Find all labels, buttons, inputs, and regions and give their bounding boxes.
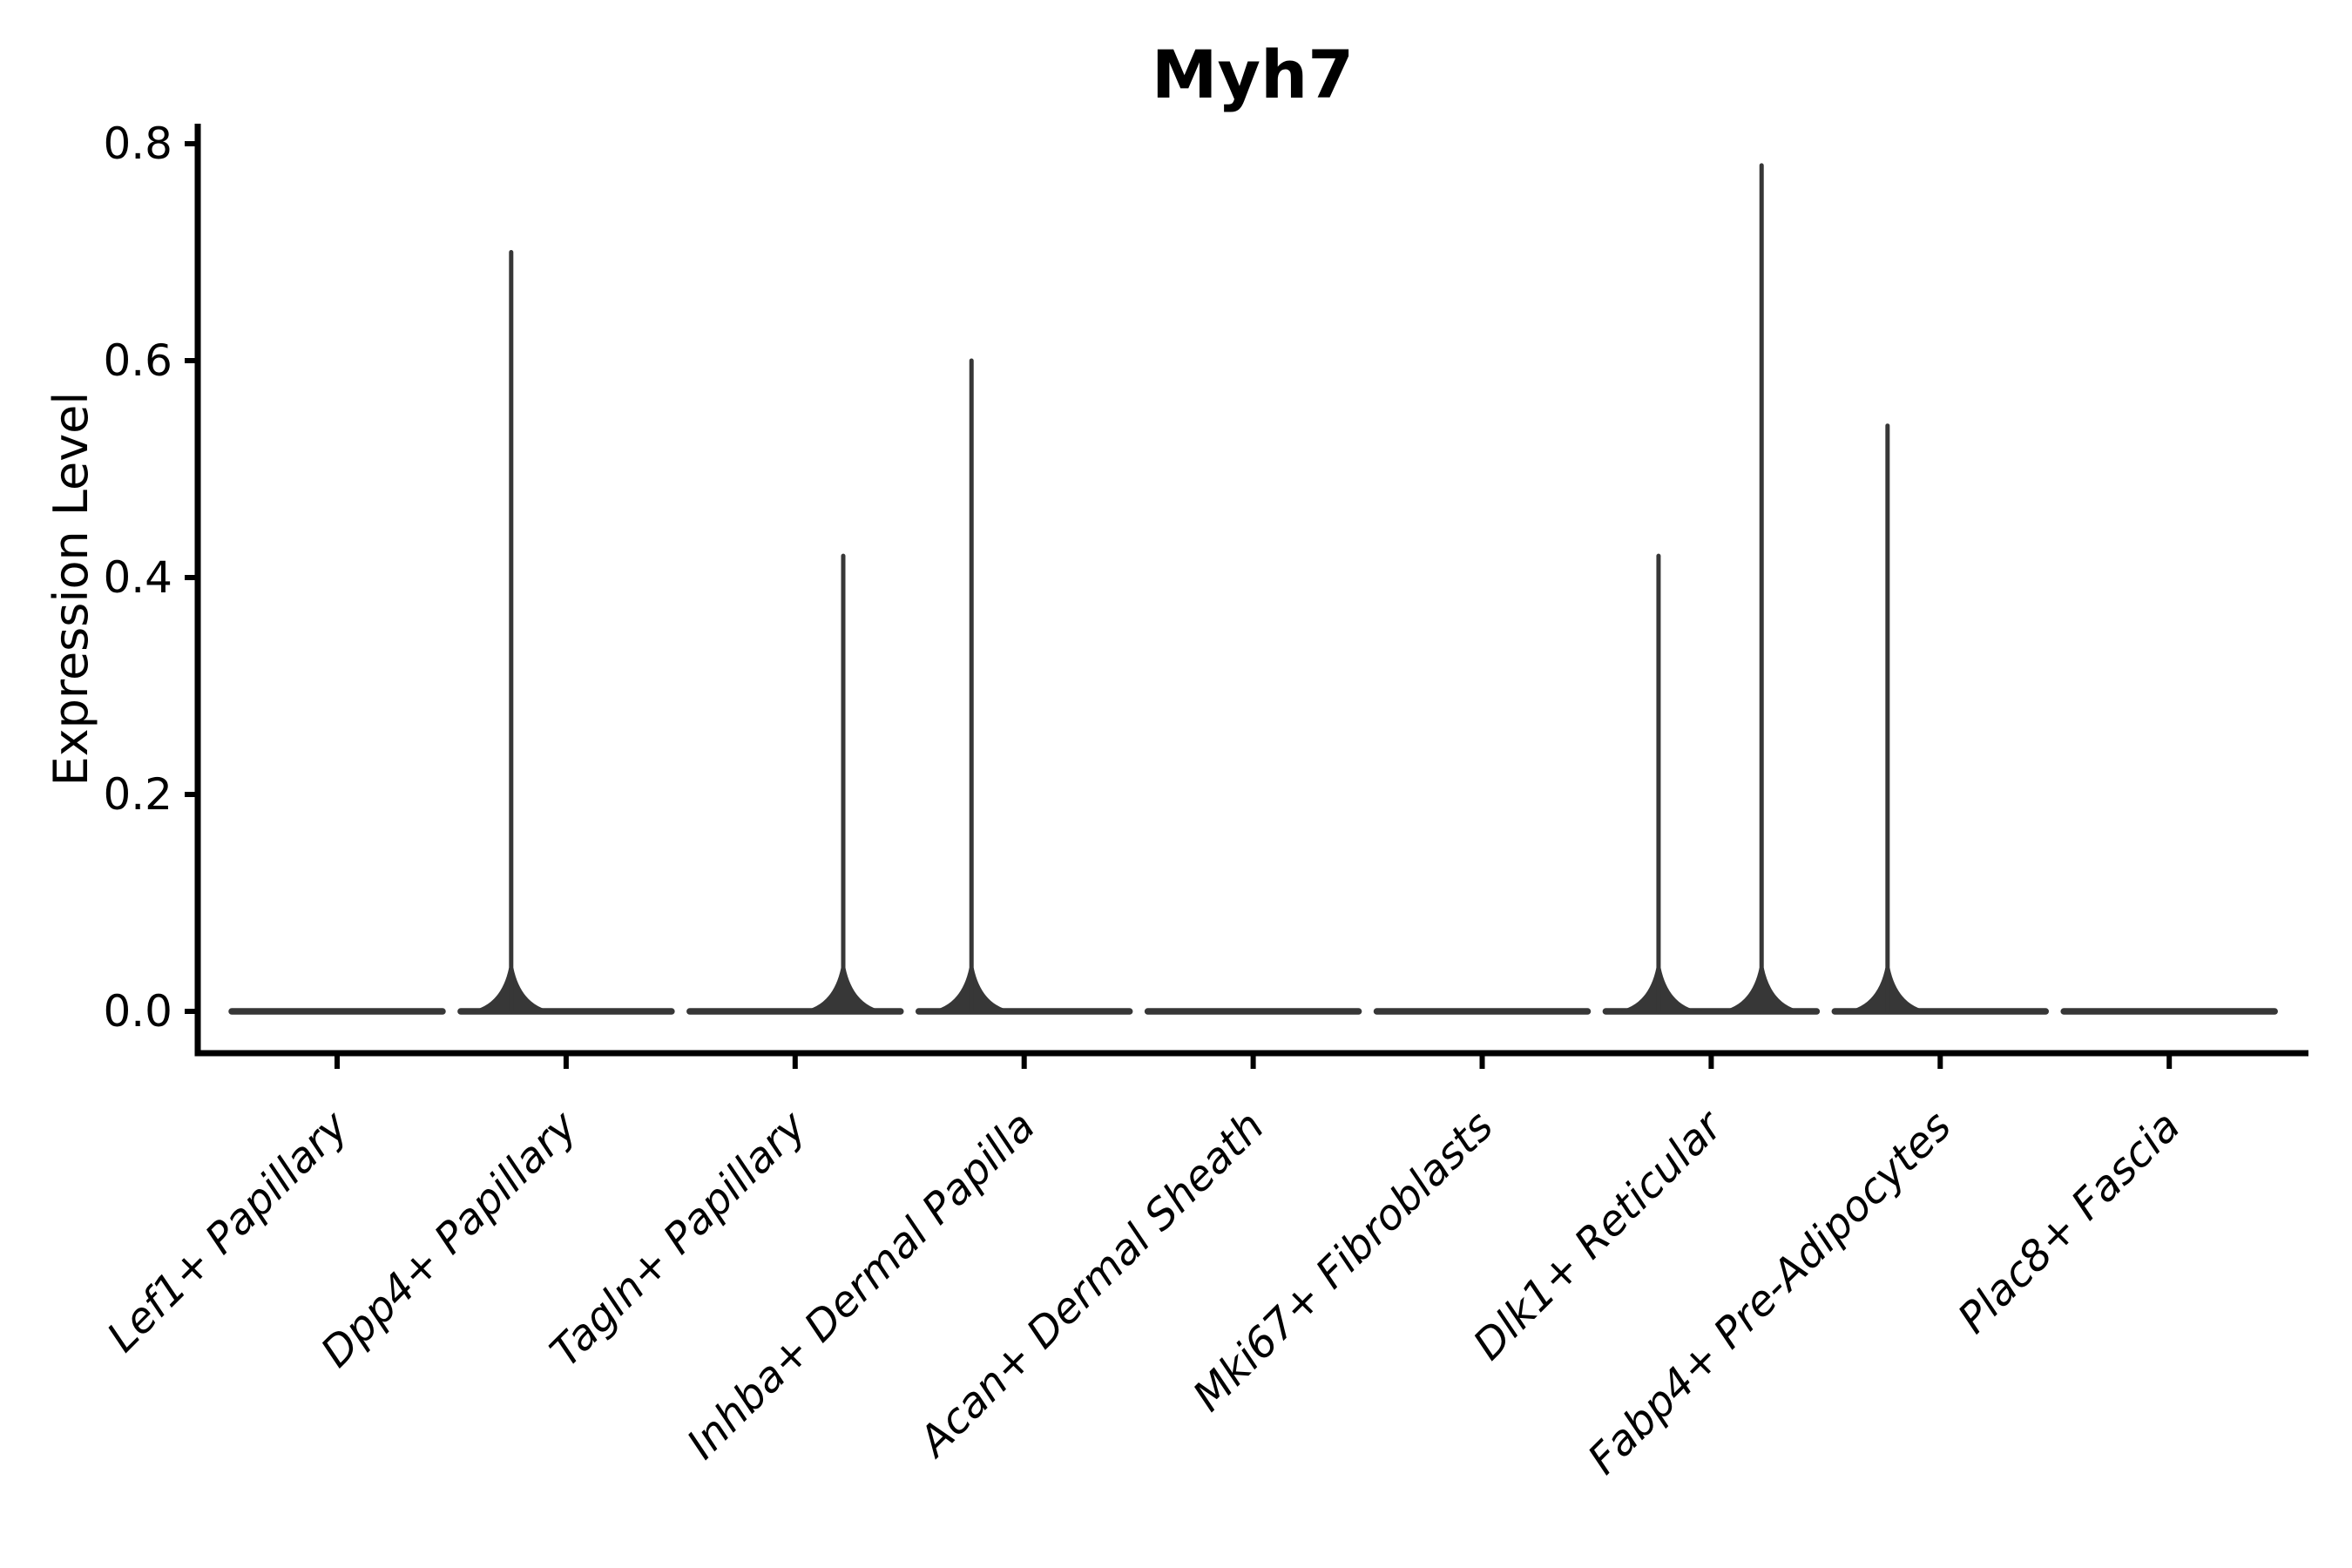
x-tick-label: Plac8+ Fascia: [1949, 1102, 2190, 1343]
x-tick-label: Lef1+ Papillary: [98, 1101, 358, 1362]
chart-title: Myh7: [1152, 36, 1354, 113]
y-tick-label: 0.0: [103, 986, 172, 1037]
y-tick-label: 0.2: [103, 769, 172, 820]
x-tick-label: Dlk1+ Reticular: [1464, 1100, 1734, 1370]
x-tick-label: Tagln+ Papillary: [541, 1101, 816, 1376]
y-axis-label: Expression Level: [44, 392, 98, 787]
y-tick-label: 0.4: [103, 552, 172, 603]
y-tick-label: 0.6: [103, 335, 172, 386]
x-tick-label: Fabp4+ Pre-Adipocytes: [1578, 1102, 1961, 1484]
y-tick-label: 0.8: [103, 118, 172, 169]
x-tick-label: Dpp4+ Papillary: [312, 1101, 587, 1376]
